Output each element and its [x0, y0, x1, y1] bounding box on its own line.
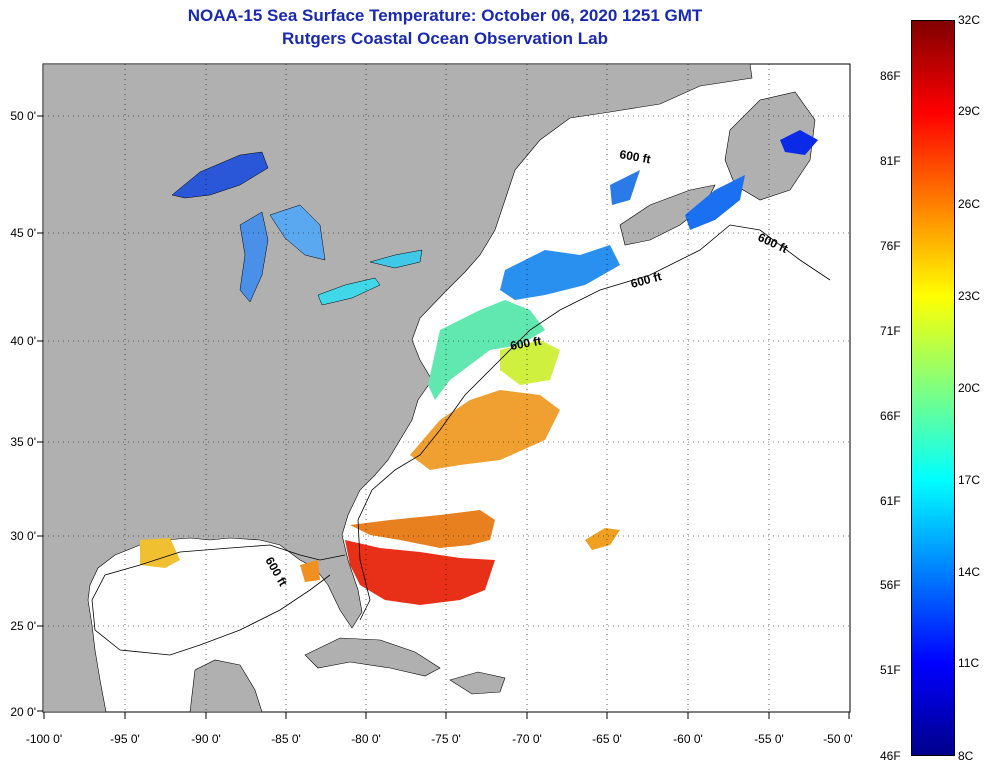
axis-ticks	[37, 115, 850, 719]
colorbar-celsius-label: 11C	[958, 656, 980, 670]
lon-label: -100 0'	[26, 732, 62, 746]
lon-label: -90 0'	[191, 732, 221, 746]
lon-label: -80 0'	[351, 732, 381, 746]
colorbar-fahrenheit-label: 46F	[880, 749, 901, 763]
colorbar-fahrenheit-label: 81F	[880, 154, 901, 168]
longitude-labels: -100 0' -95 0' -90 0' -85 0' -80 0' -75 …	[26, 732, 853, 746]
lat-label: 25 0'	[10, 619, 36, 633]
lat-label: 50 0'	[10, 109, 36, 123]
colorbar-celsius-label: 8C	[958, 749, 974, 763]
colorbar-celsius-label: 23C	[958, 289, 981, 303]
colorbar-fahrenheit-label: 66F	[880, 409, 901, 423]
colorbar-celsius-label: 26C	[958, 197, 981, 211]
lon-label: -95 0'	[110, 732, 140, 746]
newfoundland-land	[724, 91, 816, 201]
latitude-labels: 50 0' 45 0' 40 0' 35 0' 30 0' 25 0' 20 0…	[10, 109, 36, 719]
colorbar-celsius-label: 20C	[958, 381, 981, 395]
sst-overlay	[140, 130, 818, 605]
temperature-colorbar	[911, 20, 955, 756]
lake-superior	[171, 151, 269, 199]
cuba-land	[304, 637, 441, 677]
colorbar-fahrenheit-label: 56F	[880, 578, 901, 592]
contour-label: 600 ft	[509, 334, 542, 353]
bathymetry-contour	[91, 224, 831, 656]
colorbar-fahrenheit-label: 71F	[880, 324, 901, 338]
lake-michigan	[239, 211, 269, 303]
lon-label: -70 0'	[512, 732, 542, 746]
colorbar-celsius-label: 17C	[958, 473, 981, 487]
colorbar-celsius-label: 32C	[958, 13, 981, 27]
lon-label: -85 0'	[271, 732, 301, 746]
contour-label: 600 ft	[618, 147, 651, 166]
lon-label: -65 0'	[592, 732, 622, 746]
colorbar-celsius-label: 29C	[958, 104, 981, 118]
graticule	[43, 64, 850, 712]
lake-erie	[317, 277, 381, 306]
lat-label: 40 0'	[10, 334, 36, 348]
north-america-land	[43, 64, 753, 712]
lon-label: -50 0'	[823, 732, 853, 746]
lake-huron	[269, 204, 326, 261]
lat-label: 30 0'	[10, 529, 36, 543]
map-subtitle: Rutgers Coastal Ocean Observation Lab	[282, 29, 608, 48]
lon-label: -60 0'	[673, 732, 703, 746]
lake-ontario	[369, 249, 423, 269]
lat-label: 20 0'	[10, 705, 36, 719]
hispaniola-land	[449, 671, 506, 695]
lon-label: -55 0'	[754, 732, 784, 746]
colorbar-celsius-label: 14C	[958, 565, 981, 579]
lat-label: 35 0'	[10, 435, 36, 449]
map-title: NOAA-15 Sea Surface Temperature: October…	[187, 6, 703, 25]
colorbar-fahrenheit-label: 86F	[880, 69, 901, 83]
yucatan-land	[189, 659, 263, 712]
colorbar-fahrenheit-label: 61F	[880, 494, 901, 508]
lon-label: -75 0'	[431, 732, 461, 746]
colorbar-fahrenheit-label: 51F	[880, 663, 901, 677]
colorbar-fahrenheit-label: 76F	[880, 239, 901, 253]
lat-label: 45 0'	[10, 226, 36, 240]
